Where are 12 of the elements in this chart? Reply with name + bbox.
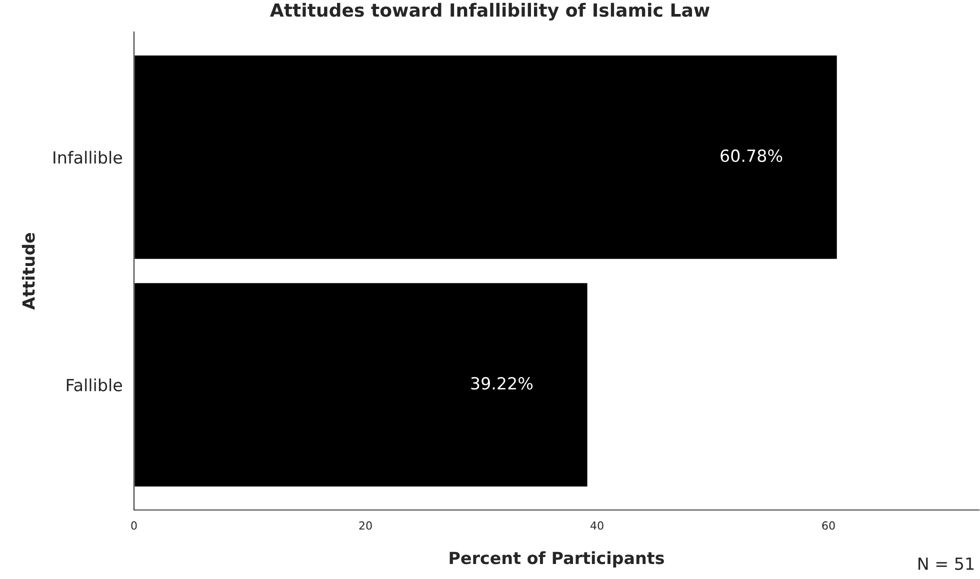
x-tick-label: 0 xyxy=(131,521,137,530)
data-label: 60.78% xyxy=(720,149,782,162)
y-tick-label: Infallible xyxy=(54,150,122,164)
data-label: 39.22% xyxy=(471,377,533,390)
y-axis-title: Attitude xyxy=(22,233,35,310)
x-tick-label: 40 xyxy=(590,521,604,530)
y-tick-label: Fallible xyxy=(66,378,122,392)
text: N = 51 xyxy=(918,558,974,570)
chart-title: Attitudes toward Infallibility of Islamic Law xyxy=(270,2,710,21)
x-tick-label: 20 xyxy=(359,521,372,530)
x-axis-title: Percent of Participants xyxy=(450,551,664,568)
x-tick-label: 60 xyxy=(822,521,835,530)
